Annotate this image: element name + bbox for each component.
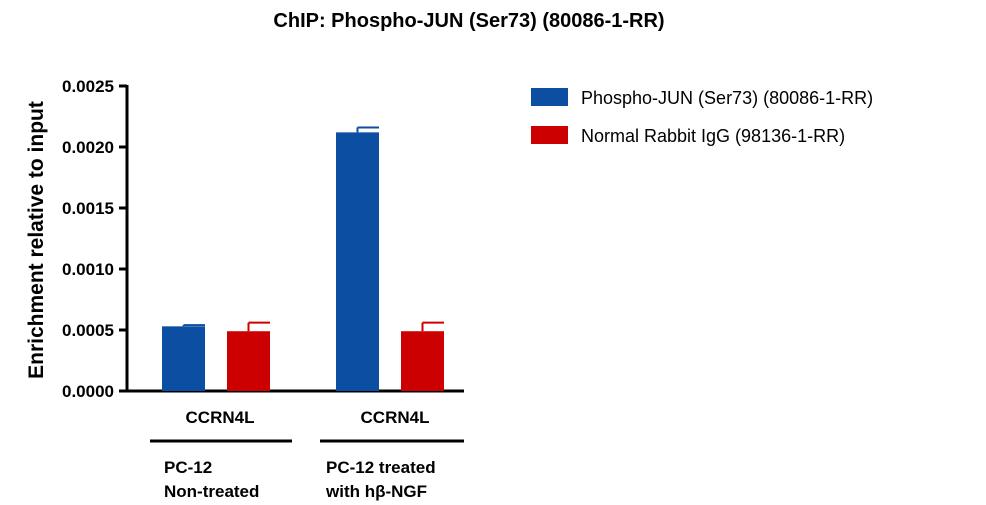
- bar: [401, 331, 444, 391]
- legend-swatch: [531, 88, 568, 106]
- chart-title: ChIP: Phospho-JUN (Ser73) (80086-1-RR): [273, 10, 664, 32]
- legend-label: Phospho-JUN (Ser73) (80086-1-RR): [581, 88, 873, 108]
- y-tick-label: 0.0025: [62, 77, 114, 96]
- y-tick-label: 0.0015: [62, 199, 114, 218]
- y-axis-label: Enrichment relative to input: [25, 101, 48, 379]
- legend-label: Normal Rabbit IgG (98136-1-RR): [581, 126, 845, 146]
- bars: [162, 126, 444, 392]
- category-labels: CCRN4L CCRN4L: [186, 408, 430, 427]
- x-tick-label: CCRN4L: [186, 408, 255, 427]
- y-tick-label: 0.0005: [62, 321, 114, 340]
- y-ticks: 0.0000 0.0005 0.0010 0.0015 0.0020 0.0025: [62, 77, 127, 401]
- y-tick-label: 0.0010: [62, 260, 114, 279]
- bar: [162, 326, 205, 391]
- group-label: with hβ-NGF: [325, 482, 427, 501]
- bar: [227, 331, 270, 391]
- group-label: PC-12 treated: [326, 458, 436, 477]
- legend-swatch: [531, 126, 568, 144]
- group-label: Non-treated: [164, 482, 259, 501]
- y-tick-label: 0.0020: [62, 138, 114, 157]
- y-tick-label: 0.0000: [62, 382, 114, 401]
- legend: Phospho-JUN (Ser73) (80086-1-RR) Normal R…: [531, 88, 873, 146]
- group-labels: PC-12 Non-treated PC-12 treated with hβ-NGF: [150, 439, 464, 501]
- bar: [336, 132, 379, 392]
- x-tick-label: CCRN4L: [361, 408, 430, 427]
- group-label: PC-12: [164, 458, 212, 477]
